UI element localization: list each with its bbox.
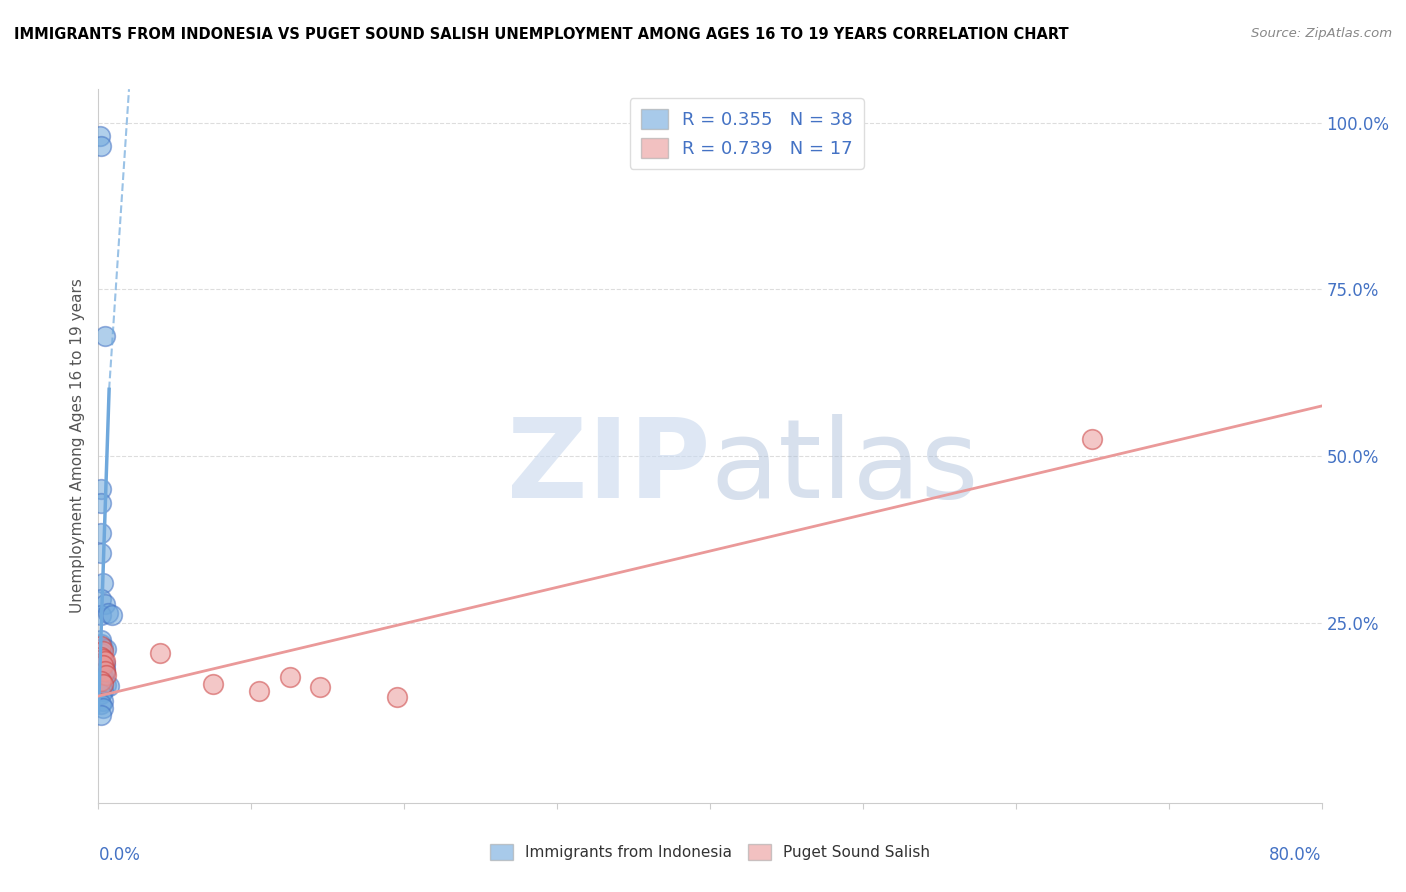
Point [149,646,172,660]
Point [247,683,270,698]
Point [91,641,114,656]
Point [93,662,115,676]
Point [90,660,112,674]
Point [94,678,117,692]
Point [98,679,121,693]
Text: atlas: atlas [710,414,979,521]
Point [90,607,112,622]
Point [91,694,114,708]
Point [93,664,115,678]
Point [91,683,114,698]
Point [93,329,115,343]
Point [90,646,112,660]
Point [93,657,115,671]
Point [90,697,112,711]
Point [90,496,112,510]
Point [90,650,112,665]
Point [90,639,112,653]
Point [90,637,112,651]
Point [90,681,112,695]
Point [91,677,114,691]
Point [90,687,112,701]
Point [94,642,117,657]
Point [91,644,114,658]
Point [97,606,120,620]
Point [90,667,112,681]
Point [202,677,225,691]
Text: Source: ZipAtlas.com: Source: ZipAtlas.com [1251,27,1392,40]
Point [90,546,112,560]
Point [90,665,112,679]
Point [90,673,112,688]
Point [91,575,114,590]
Point [91,652,114,666]
Point [90,139,112,153]
Point [90,656,112,670]
Text: IMMIGRANTS FROM INDONESIA VS PUGET SOUND SALISH UNEMPLOYMENT AMONG AGES 16 TO 19: IMMIGRANTS FROM INDONESIA VS PUGET SOUND… [14,27,1069,42]
Point [385,690,408,705]
Point [90,525,112,540]
Point [90,592,112,607]
Point [91,701,114,715]
Point [90,483,112,497]
Point [93,654,115,668]
Point [91,675,114,690]
Point [278,670,301,684]
Point [1081,433,1104,447]
Y-axis label: Unemployment Among Ages 16 to 19 years: Unemployment Among Ages 16 to 19 years [70,278,86,614]
Text: ZIP: ZIP [506,414,710,521]
Point [91,670,114,684]
Point [93,597,115,611]
Point [91,657,114,672]
Text: 0.0%: 0.0% [98,846,141,863]
Point [90,633,112,648]
Point [90,707,112,722]
Legend: Immigrants from Indonesia, Puget Sound Salish: Immigrants from Indonesia, Puget Sound S… [484,838,936,866]
Text: 80.0%: 80.0% [1270,846,1322,863]
Point [101,607,124,622]
Point [89,128,111,143]
Point [90,673,112,688]
Point [90,650,112,665]
Point [94,667,117,681]
Point [309,681,332,695]
Point [93,665,115,680]
